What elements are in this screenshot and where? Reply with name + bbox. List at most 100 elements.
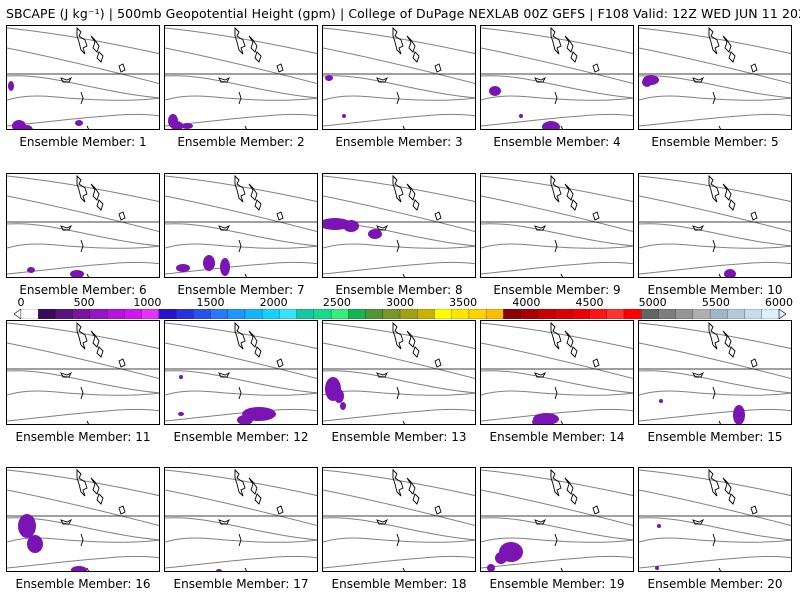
height-contour bbox=[323, 517, 475, 541]
coastline bbox=[376, 371, 389, 378]
colorbar-tick-label: 2500 bbox=[322, 296, 351, 309]
coastline bbox=[248, 35, 258, 53]
height-contour bbox=[639, 223, 791, 247]
coastline bbox=[234, 321, 246, 350]
cape-area bbox=[519, 114, 523, 118]
coastline bbox=[412, 199, 420, 211]
height-contour bbox=[165, 489, 317, 527]
coastline bbox=[60, 518, 73, 525]
height-contour bbox=[481, 489, 633, 527]
coastline bbox=[254, 199, 262, 211]
coastline bbox=[692, 76, 705, 83]
coastline bbox=[722, 35, 732, 53]
coastline bbox=[238, 386, 242, 400]
coastline bbox=[80, 386, 84, 400]
coastline bbox=[550, 321, 562, 350]
colorbar-segment bbox=[572, 309, 591, 319]
coastline bbox=[86, 420, 90, 424]
colorbar-segment bbox=[451, 309, 470, 319]
cape-area bbox=[642, 77, 652, 87]
cape-area bbox=[203, 255, 215, 271]
coastline bbox=[392, 174, 404, 203]
coastline bbox=[244, 273, 248, 277]
cape-area bbox=[179, 375, 183, 379]
cape-area bbox=[325, 75, 333, 81]
height-contour bbox=[323, 390, 475, 396]
coastline bbox=[592, 211, 600, 221]
ensemble-map bbox=[7, 174, 159, 277]
coastline bbox=[692, 371, 705, 378]
height-contour bbox=[165, 223, 317, 247]
coastline bbox=[692, 224, 705, 231]
cape-area bbox=[342, 114, 346, 118]
ensemble-map bbox=[639, 26, 791, 129]
ensemble-map bbox=[165, 26, 317, 129]
coastline bbox=[90, 330, 100, 348]
coastline bbox=[406, 330, 416, 348]
coastline bbox=[728, 493, 736, 505]
coastline bbox=[90, 477, 100, 495]
height-contour bbox=[7, 27, 159, 55]
cape-area bbox=[334, 389, 344, 403]
coastline bbox=[708, 321, 720, 350]
height-contour bbox=[323, 75, 475, 99]
ensemble-member-label: Ensemble Member: 4 bbox=[493, 135, 621, 149]
coastline bbox=[248, 477, 258, 495]
height-contour bbox=[639, 409, 791, 422]
cape-area bbox=[659, 399, 663, 403]
cape-area bbox=[489, 86, 501, 96]
ensemble-member-label: Ensemble Member: 1 bbox=[19, 135, 147, 149]
colorbar-tick-label: 4500 bbox=[575, 296, 604, 309]
height-contour bbox=[7, 537, 159, 543]
coastline bbox=[392, 321, 404, 350]
coastline bbox=[570, 51, 578, 63]
cape-area bbox=[495, 552, 507, 564]
coastline bbox=[86, 125, 90, 129]
coastline bbox=[560, 273, 564, 277]
ensemble-member-label: Ensemble Member: 12 bbox=[173, 430, 309, 444]
coastline bbox=[434, 63, 442, 73]
ensemble-member-label: Ensemble Member: 19 bbox=[489, 577, 625, 591]
coastline bbox=[534, 518, 547, 525]
ensemble-map bbox=[639, 468, 791, 571]
height-contour bbox=[481, 27, 633, 55]
coastline bbox=[376, 76, 389, 83]
ensemble-panel-2 bbox=[164, 25, 318, 130]
ensemble-member-label: Ensemble Member: 15 bbox=[647, 430, 783, 444]
ensemble-panel-1 bbox=[6, 25, 160, 130]
coastline bbox=[396, 239, 400, 253]
colorbar-segment bbox=[554, 309, 573, 319]
coastline bbox=[376, 518, 389, 525]
colorbar-segment bbox=[589, 309, 608, 319]
height-contour bbox=[7, 262, 159, 275]
height-contour bbox=[165, 195, 317, 233]
height-contour bbox=[481, 342, 633, 380]
colorbar-segment bbox=[227, 309, 246, 319]
coastline bbox=[728, 199, 736, 211]
height-contour bbox=[323, 243, 475, 249]
coastline bbox=[80, 239, 84, 253]
colorbar-segment bbox=[485, 309, 505, 319]
ensemble-panel-6 bbox=[6, 173, 160, 278]
cape-area bbox=[70, 270, 84, 277]
coastline bbox=[60, 224, 73, 231]
coastline bbox=[708, 174, 720, 203]
colorbar-segment bbox=[417, 309, 436, 319]
height-contour bbox=[165, 469, 317, 497]
ensemble-map bbox=[165, 174, 317, 277]
colorbar-tick-label: 1000 bbox=[133, 296, 162, 309]
coastline bbox=[560, 420, 564, 424]
coastline bbox=[750, 63, 758, 73]
coastline bbox=[534, 76, 547, 83]
ensemble-map bbox=[481, 26, 633, 129]
coastline bbox=[560, 125, 564, 129]
height-contour bbox=[165, 262, 317, 275]
ensemble-panel-20 bbox=[638, 467, 792, 572]
colorbar-segment bbox=[175, 309, 194, 319]
colorbar-segment bbox=[193, 309, 212, 319]
colorbar-segment bbox=[279, 309, 298, 319]
coastline bbox=[60, 371, 73, 378]
coastline bbox=[238, 239, 242, 253]
height-contour bbox=[7, 47, 159, 85]
height-contour bbox=[481, 47, 633, 85]
